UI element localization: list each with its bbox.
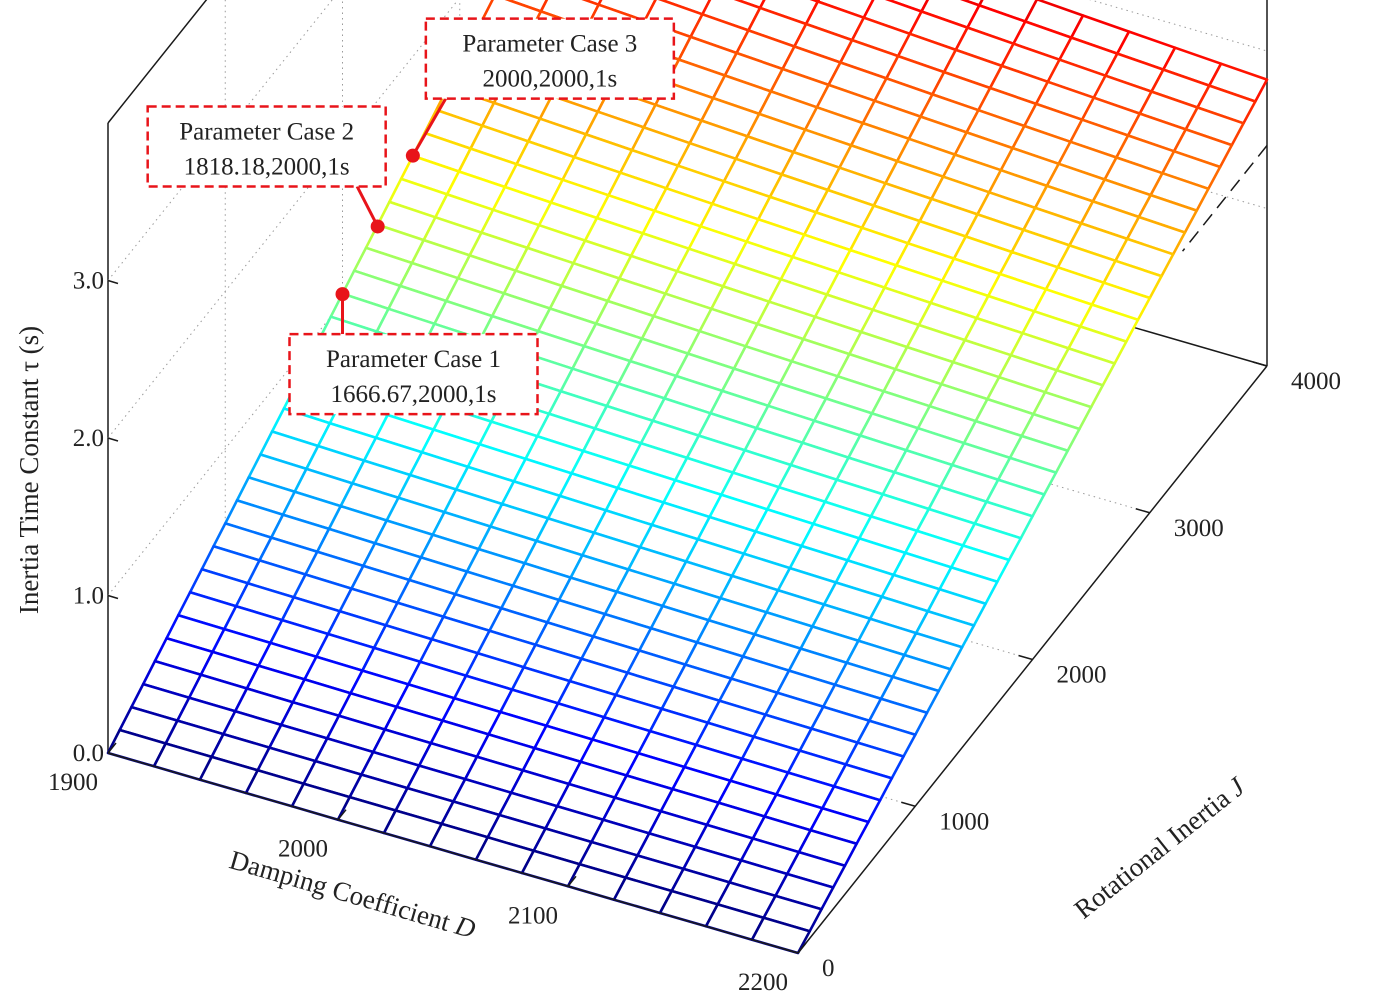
annotation-leader <box>355 185 380 228</box>
annotation-box <box>288 332 539 416</box>
y-tick <box>901 801 916 807</box>
x-tick-label: 2000 <box>278 836 328 863</box>
x-tick <box>107 742 117 754</box>
annotation-values: 1818.18,2000,1s <box>184 153 350 180</box>
x-tick <box>337 809 347 821</box>
y-tick <box>1135 508 1150 514</box>
x-tick-label: 2200 <box>738 969 788 993</box>
axis-ticks: 0.0 1.0 2.0 3.0 1900 2000 2100 2200 0 1000 2000 300… <box>48 268 1341 993</box>
z-tick <box>107 279 119 285</box>
box-edge <box>107 0 208 124</box>
y-tick <box>1252 361 1268 367</box>
annotation-title: Parameter Case 3 <box>462 31 637 58</box>
z-tick <box>107 594 119 600</box>
annotation-point <box>370 219 385 234</box>
z-tick-label: 0.0 <box>73 740 104 767</box>
x-tick <box>567 875 577 887</box>
z-tick-label: 3.0 <box>73 268 104 295</box>
y-axis-title: Rotational Inertia J <box>1069 770 1252 924</box>
annotation-values: 1666.67,2000,1s <box>331 381 497 408</box>
y-tick-label: 1000 <box>939 808 989 835</box>
x-tick <box>797 942 807 954</box>
annotation-title: Parameter Case 2 <box>179 118 354 145</box>
y-tick <box>783 948 799 954</box>
annotation-leader <box>411 97 447 157</box>
annotation-box <box>424 17 676 100</box>
x-tick-label: 1900 <box>48 769 98 796</box>
y-tick-label: 3000 <box>1174 515 1224 542</box>
x-tick-label: 2100 <box>508 902 558 929</box>
x-axis-title: Damping Coefficient D <box>226 844 479 944</box>
annotations: Parameter Case 1 1666.67,2000,1s Parameter… <box>146 17 676 416</box>
z-tick <box>107 437 119 442</box>
annotation-title: Parameter Case 1 <box>326 346 501 373</box>
z-axis-title: Inertia Time Constant τ (s) <box>14 326 44 614</box>
y-tick <box>1018 654 1033 661</box>
surface-mesh <box>106 0 1269 955</box>
hidden-edge <box>1181 145 1268 252</box>
y-tick-label: 2000 <box>1057 662 1107 689</box>
annotation-box <box>146 105 387 188</box>
annotation-values: 2000,2000,1s <box>482 66 617 93</box>
annotation-point <box>335 287 350 302</box>
box-edge <box>107 752 799 954</box>
z-tick-label: 2.0 <box>73 425 104 452</box>
annotation-point <box>405 148 420 163</box>
z-tick <box>107 752 119 757</box>
y-tick-label: 4000 <box>1291 368 1341 395</box>
y-tick-label: 0 <box>822 955 835 982</box>
z-tick-label: 1.0 <box>73 583 104 610</box>
